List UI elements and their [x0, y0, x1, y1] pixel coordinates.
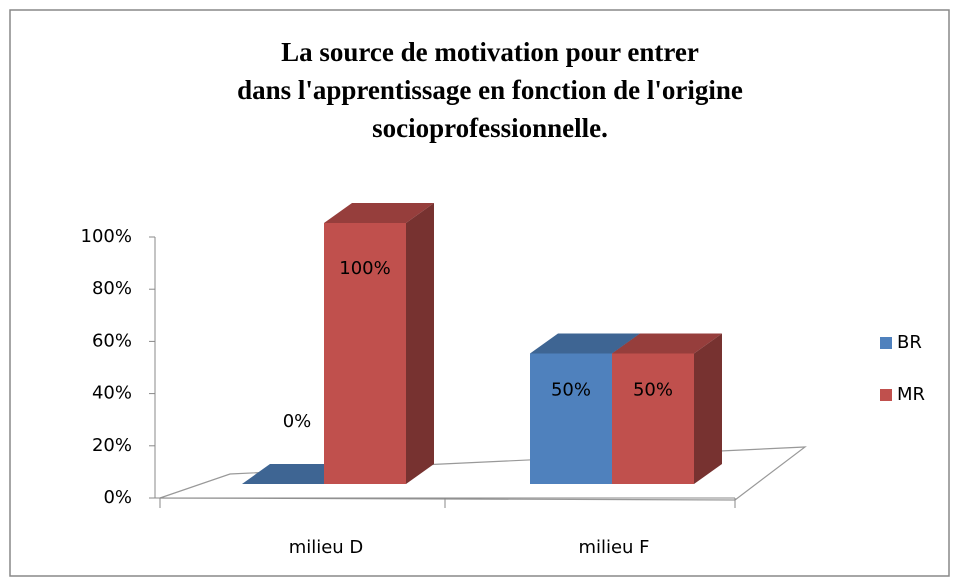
bar-front [612, 353, 694, 484]
legend-swatch [880, 389, 892, 401]
y-tick-label: 40% [92, 383, 132, 404]
bar [324, 203, 434, 484]
bar-side [406, 203, 434, 484]
y-tick-label: 20% [92, 435, 132, 456]
x-tick-label: milieu F [578, 537, 649, 558]
y-tick-label: 0% [103, 487, 132, 508]
value-label: 50% [633, 380, 673, 401]
y-tick-label: 100% [81, 226, 132, 247]
bar [612, 333, 722, 484]
bar-top [530, 333, 640, 354]
legend-label: MR [897, 384, 925, 405]
chart-title: La source de motivation pour entrer dans … [237, 37, 743, 143]
value-label: 0% [283, 411, 312, 432]
value-label: 50% [551, 380, 591, 401]
y-tick-label: 60% [92, 330, 132, 351]
bar-top [612, 333, 722, 354]
bar-side [694, 333, 722, 484]
legend-swatch [880, 337, 892, 349]
bar-top [324, 203, 434, 223]
y-tick-label: 80% [92, 278, 132, 299]
legend-label: BR [897, 332, 922, 353]
x-tick-label: milieu D [289, 537, 364, 558]
value-label: 100% [339, 258, 390, 279]
bar-front [530, 353, 612, 484]
bar-front [324, 223, 406, 484]
